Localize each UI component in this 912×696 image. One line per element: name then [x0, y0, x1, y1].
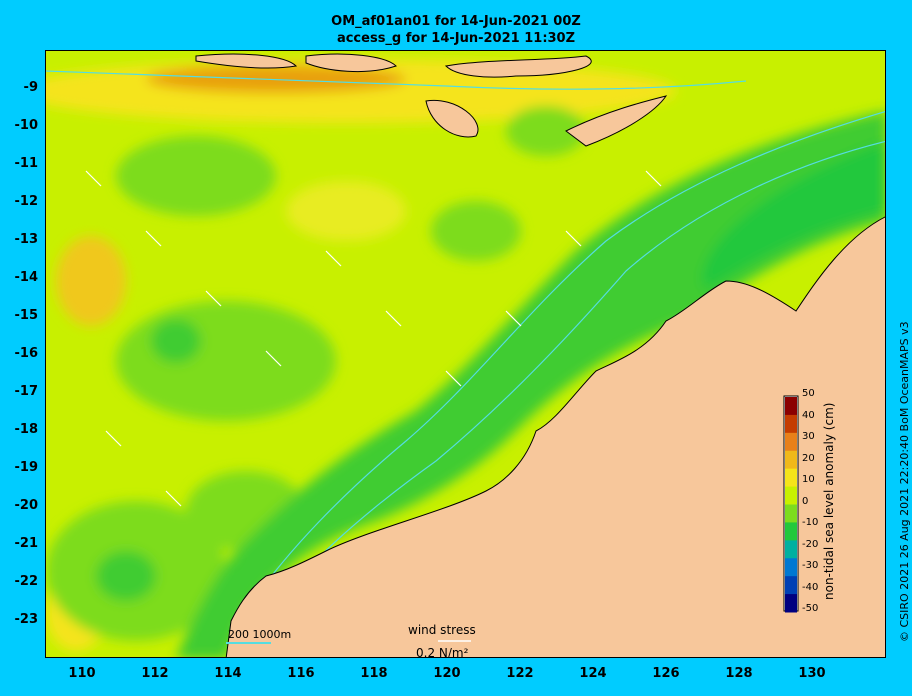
anomaly-low-core [151, 319, 201, 363]
x-tick-label: 118 [360, 666, 388, 681]
wind-vector [645, 170, 662, 187]
y-tick-label: -20 [14, 498, 39, 513]
y-tick-label: -22 [14, 574, 39, 589]
australia-landmass [225, 216, 885, 657]
colorbar [783, 395, 799, 613]
colorbar-tick-label: 0 [802, 495, 809, 507]
anomaly-low-5 [506, 106, 586, 156]
x-tick-label: 122 [506, 666, 534, 681]
colorbar-swatch [785, 397, 797, 416]
anomaly-north-peak [146, 65, 406, 93]
island-sumbawa [195, 53, 298, 69]
y-tick-label: -15 [14, 308, 39, 323]
colorbar-swatch [785, 486, 797, 505]
wind-vector [265, 350, 282, 367]
sea-level-map: 200 1000m wind stress 0.2 N/m² [45, 50, 886, 658]
colorbar-swatch [785, 558, 797, 577]
x-tick-label: 114 [214, 666, 242, 681]
y-tick-label: -10 [14, 118, 39, 133]
colorbar-swatches [785, 397, 797, 613]
x-tick-label: 126 [652, 666, 680, 681]
x-tick-label: 124 [579, 666, 607, 681]
colorbar-tick-label: 30 [802, 431, 815, 442]
colorbar-swatch [785, 540, 797, 559]
wind-vector [505, 310, 522, 327]
wind-vector [105, 430, 122, 447]
anomaly-central-high [286, 181, 406, 241]
y-tick-label: -18 [14, 422, 39, 437]
colorbar-swatch [785, 504, 797, 523]
y-tick-label: -14 [14, 270, 39, 285]
colorbar-tick-label: -10 [802, 517, 819, 528]
y-tick-label: -16 [14, 346, 39, 361]
wind-vector [165, 490, 182, 507]
northern-islands [195, 53, 668, 147]
colorbar-swatch [785, 432, 797, 452]
colorbar-label: non-tidal sea level anomaly (cm) [822, 402, 836, 600]
island-flores-west [305, 53, 397, 73]
colorbar-tick-label: 50 [802, 388, 815, 399]
scale-bar-label: 200 1000m [228, 628, 291, 641]
colorbar-swatch [785, 450, 797, 470]
colorbar-tick-label: 20 [802, 452, 815, 464]
wind-vector [445, 370, 462, 387]
x-tick-label: 112 [141, 666, 169, 681]
x-tick-label: 130 [798, 666, 826, 681]
y-tick-label: -23 [14, 612, 39, 627]
colorbar-swatch [785, 414, 797, 434]
chart-title-line-1: OM_af01an01 for 14-Jun-2021 00Z [331, 14, 581, 29]
x-tick-label: 128 [725, 666, 753, 681]
island-timor [565, 95, 668, 147]
x-tick-label: 116 [287, 666, 315, 681]
colorbar-tick-label: 40 [802, 409, 815, 421]
wind-vectors [85, 170, 662, 507]
wind-vector [85, 170, 102, 187]
wind-vector [385, 310, 402, 327]
coastal-low-band [176, 111, 885, 657]
y-tick-label: -9 [23, 80, 38, 95]
wind-vector [145, 230, 162, 247]
island-flores-east [444, 55, 592, 78]
wind-key-value: 0.2 N/m² [416, 646, 469, 658]
colorbar-tick-label: 10 [802, 474, 815, 485]
wind-key-title: wind stress [408, 623, 476, 637]
anomaly-low-1 [116, 136, 276, 216]
bathymetry-1000m [245, 110, 885, 612]
wind-vector [325, 250, 342, 267]
wind-vector [565, 230, 582, 247]
wind-vector [205, 290, 222, 307]
chart-title-line-2: access_g for 14-Jun-2021 11:30Z [336, 31, 576, 46]
colorbar-swatch [785, 468, 797, 488]
anomaly-west-high [56, 236, 126, 326]
colorbar-tick-label: -20 [802, 538, 819, 550]
bathymetry-200m [255, 140, 885, 632]
x-tick-label: 120 [433, 666, 461, 681]
colorbar-swatch [785, 522, 797, 541]
colorbar-swatch [785, 594, 797, 613]
colorbar-tick-label: -40 [802, 581, 819, 593]
colorbar-swatch [785, 576, 797, 595]
anomaly-low-6 [431, 201, 521, 261]
anomaly-low-2 [116, 301, 336, 421]
anomaly-contours [46, 59, 885, 657]
y-tick-label: -19 [14, 460, 39, 475]
y-tick-label: -12 [14, 194, 39, 209]
coastal-low-core [702, 141, 885, 291]
credit-text: © CSIRO 2021 26 Aug 2021 22:20:40 BoM Oc… [898, 321, 911, 642]
colorbar-tick-label: -50 [802, 603, 819, 614]
y-tick-label: -21 [14, 536, 39, 551]
x-tick-label: 110 [68, 666, 96, 681]
y-tick-label: -13 [14, 232, 39, 247]
anomaly-sw-core [96, 551, 156, 601]
y-tick-label: -17 [14, 384, 39, 399]
island-sumba [425, 99, 479, 138]
y-tick-label: -11 [14, 156, 39, 171]
map-field-svg: 200 1000m wind stress 0.2 N/m² [46, 51, 885, 658]
colorbar-tick-label: -30 [802, 560, 819, 571]
